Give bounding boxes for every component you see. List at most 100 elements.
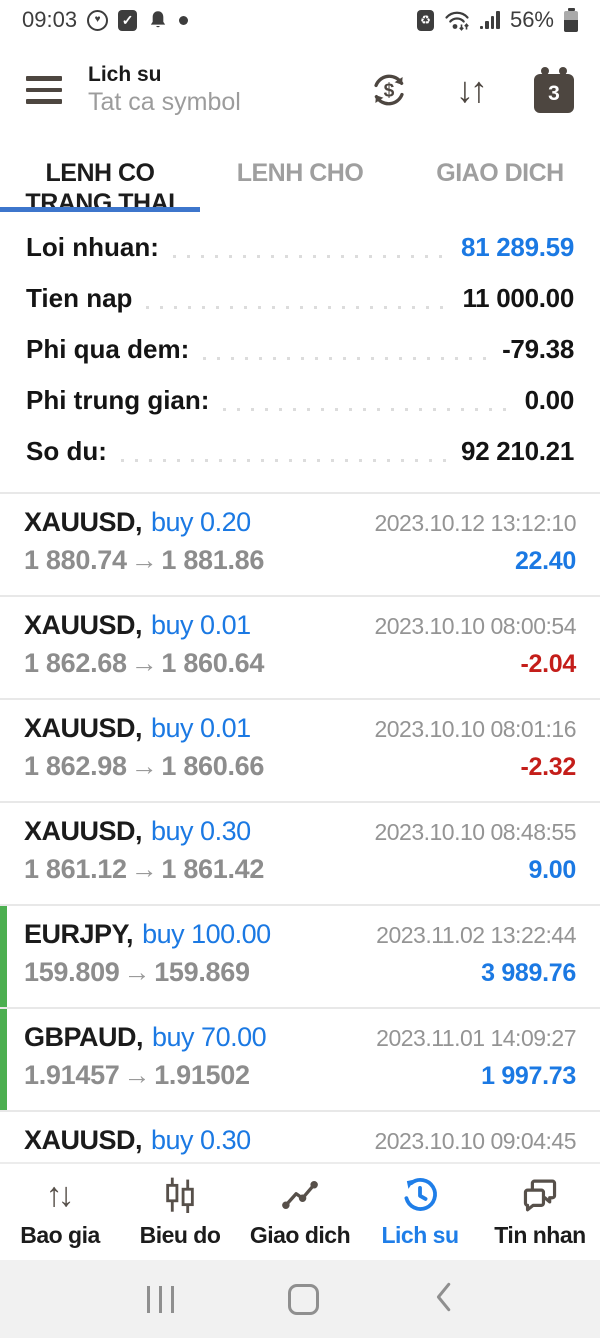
checkbox-icon: ✓	[118, 9, 138, 31]
trade-row[interactable]: EURJPY, buy 100.00 2023.11.02 13:22:44 1…	[0, 906, 600, 1009]
trade-datetime: 2023.10.10 08:00:54	[374, 613, 576, 639]
messages-icon	[522, 1176, 558, 1214]
account-summary: Loi nhuan: 81 289.59 Tien nap 11 000.00 …	[0, 212, 600, 494]
menu-icon[interactable]	[26, 76, 62, 104]
tab-bar: LENH CO TRANG THAI LENH CHO GIAO DICH	[0, 140, 600, 212]
calendar-icon[interactable]: 3	[534, 67, 574, 113]
trade-prices: 1.91457 → 1.91502	[24, 1060, 250, 1090]
trade-history-list: XAUUSD, buy 0.20 2023.10.12 13:12:10 1 8…	[0, 494, 600, 1162]
trade-profit: 1 997.73	[481, 1062, 576, 1090]
summary-row-swap: Phi qua dem: -79.38	[26, 324, 574, 375]
status-bar: 09:03 ♥ ✓ ♻	[0, 0, 600, 40]
trade-datetime: 2023.11.02 13:22:44	[376, 922, 576, 948]
app-bar: Lich su Tat ca symbol $ ↓↑ 3	[0, 40, 600, 140]
trade-side-volume: buy 70.00	[152, 1022, 267, 1052]
trade-symbol: GBPAUD,	[24, 1022, 144, 1052]
svg-text:$: $	[384, 81, 395, 102]
profit-marker-bar	[0, 1009, 7, 1110]
android-nav-bar	[0, 1260, 600, 1338]
balance-value: 92 210.21	[461, 436, 574, 466]
trade-prices: 1 862.98 → 1 860.66	[24, 751, 265, 781]
trade-profit: 9.00	[528, 856, 577, 884]
profit-marker-bar	[0, 906, 7, 1007]
refresh-balance-icon[interactable]: $	[368, 69, 410, 111]
back-icon[interactable]	[433, 1282, 453, 1317]
trade-datetime: 2023.10.10 08:48:55	[374, 819, 576, 845]
trade-prices: 159.809 → 159.869	[24, 957, 250, 987]
trade-row[interactable]: XAUUSD, buy 0.30 2023.10.10 09:04:45	[0, 1112, 600, 1162]
status-time: 09:03	[22, 7, 78, 32]
summary-label: Phi qua dem:	[26, 334, 190, 364]
trade-side-volume: buy 100.00	[142, 919, 271, 949]
dotted-leader	[120, 459, 448, 462]
trade-side-volume: buy 0.30	[151, 816, 251, 846]
nav-item-messages[interactable]: Tin nhan	[480, 1164, 600, 1260]
history-icon	[401, 1176, 439, 1214]
summary-label: So du:	[26, 436, 107, 466]
trade-symbol: XAUUSD,	[24, 610, 143, 640]
page-title: Lich su	[88, 62, 162, 86]
profit-value: 81 289.59	[461, 232, 574, 262]
nav-item-quotes[interactable]: ↑↓ Bao gia	[20, 1175, 100, 1248]
nav-item-history[interactable]: Lich su	[360, 1164, 480, 1260]
tab-lenh-co-trang-thai[interactable]: LENH CO TRANG THAI	[25, 159, 175, 207]
trade-row[interactable]: GBPAUD, buy 70.00 2023.11.01 14:09:27 1.…	[0, 1009, 600, 1112]
dotted-leader	[223, 408, 511, 411]
tab-giao-dich[interactable]: GIAO DICH	[436, 159, 564, 187]
clock-heart-icon: ♥	[87, 9, 109, 31]
trade-side-volume: buy 0.01	[151, 610, 251, 640]
trade-datetime: 2023.11.01 14:09:27	[376, 1025, 576, 1051]
arrow-right-icon: →	[123, 957, 151, 987]
trade-datetime: 2023.10.12 13:12:10	[374, 510, 576, 536]
dotted-leader	[146, 306, 449, 309]
trade-symbol: EURJPY,	[24, 919, 134, 949]
arrow-right-icon: →	[130, 545, 158, 575]
bottom-nav: ↑↓ Bao gia Bieu do	[0, 1162, 600, 1260]
recents-icon[interactable]	[147, 1285, 174, 1313]
dotted-leader	[172, 255, 448, 258]
trade-profit: 22.40	[514, 547, 576, 575]
candlestick-chart-icon	[164, 1176, 196, 1214]
trade-side-volume: buy 0.20	[151, 507, 251, 537]
trade-symbol: XAUUSD,	[24, 816, 143, 846]
swap-value: -79.38	[502, 334, 574, 364]
trade-datetime: 2023.10.10 09:04:45	[374, 1128, 576, 1154]
trade-row[interactable]: XAUUSD, buy 0.30 2023.10.10 08:48:55 1 8…	[0, 803, 600, 906]
calendar-badge: 3	[534, 74, 574, 113]
wifi-icon	[444, 8, 470, 32]
trade-symbol: XAUUSD,	[24, 1125, 143, 1155]
sort-icon[interactable]: ↓↑	[456, 69, 488, 110]
nav-item-charts[interactable]: Bieu do	[120, 1164, 240, 1260]
active-tab-underline	[0, 207, 200, 212]
symbol-filter-label[interactable]: Tat ca symbol	[88, 88, 241, 117]
summary-row-profit: Loi nhuan: 81 289.59	[26, 222, 574, 273]
bell-icon	[147, 9, 169, 31]
trade-row[interactable]: XAUUSD, buy 0.20 2023.10.12 13:12:10 1 8…	[0, 494, 600, 597]
home-icon[interactable]	[288, 1283, 319, 1315]
trade-prices: 1 861.12 → 1 861.42	[24, 854, 265, 884]
trade-profit: 3 989.76	[481, 959, 576, 987]
quotes-icon: ↑↓	[45, 1175, 75, 1214]
arrow-right-icon: →	[130, 854, 158, 884]
trade-row[interactable]: XAUUSD, buy 0.01 2023.10.10 08:01:16 1 8…	[0, 700, 600, 803]
summary-label: Loi nhuan:	[26, 232, 159, 262]
summary-label: Tien nap	[26, 283, 133, 313]
trade-side-volume: buy 0.30	[151, 1125, 251, 1155]
tab-lenh-cho[interactable]: LENH CHO	[236, 159, 364, 187]
dotted-leader	[203, 357, 489, 360]
deposit-value: 11 000.00	[462, 283, 574, 313]
notification-dot-icon	[179, 15, 189, 25]
signal-icon	[479, 11, 500, 29]
nav-item-trade[interactable]: Giao dich	[240, 1164, 360, 1260]
trade-profit: -2.32	[520, 753, 577, 781]
trade-datetime: 2023.10.10 08:01:16	[374, 716, 576, 742]
trade-side-volume: buy 0.01	[151, 713, 251, 743]
trade-profit: -2.04	[520, 650, 577, 678]
arrow-right-icon: →	[123, 1060, 151, 1090]
battery-percent: 56%	[509, 7, 554, 32]
arrow-right-icon: →	[130, 648, 158, 678]
trade-prices: 1 880.74 → 1 881.86	[24, 545, 265, 575]
trade-row[interactable]: XAUUSD, buy 0.01 2023.10.10 08:00:54 1 8…	[0, 597, 600, 700]
summary-row-balance: So du: 92 210.21	[26, 426, 574, 477]
